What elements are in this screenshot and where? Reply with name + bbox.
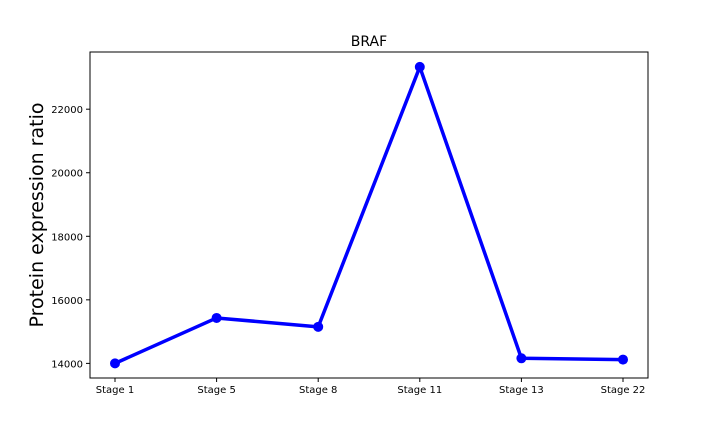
data-point [211,312,222,323]
data-point [110,358,120,369]
series-line [114,65,624,365]
y-tick-label: 14000 [51,359,83,370]
x-tick-label: Stage 22 [601,385,646,396]
x-tick-label: Stage 8 [299,385,337,396]
x-tick-label: Stage 11 [397,385,442,396]
data-point [414,61,425,72]
y-axis-label: Protein expression ratio [26,103,48,328]
x-axis: Stage 1 Stage 5 Stage 8 Stage 11 Stage 13 Sta… [96,378,646,396]
y-tick-label: 22000 [51,105,83,116]
y-tick-label: 20000 [51,169,83,180]
y-tick-label: 18000 [51,232,83,243]
series-layer [110,61,628,369]
data-point [618,354,628,365]
x-tick-label: Stage 13 [499,385,544,396]
x-tick-label: Stage 1 [96,385,134,396]
chart-title: BRAF [351,34,387,50]
plot-area [89,51,649,379]
data-point [313,321,324,332]
data-point [516,353,527,364]
y-axis: 14000 16000 18000 20000 22000 [51,105,90,370]
y-tick-label: 16000 [51,296,83,307]
x-tick-label: Stage 5 [197,385,235,396]
